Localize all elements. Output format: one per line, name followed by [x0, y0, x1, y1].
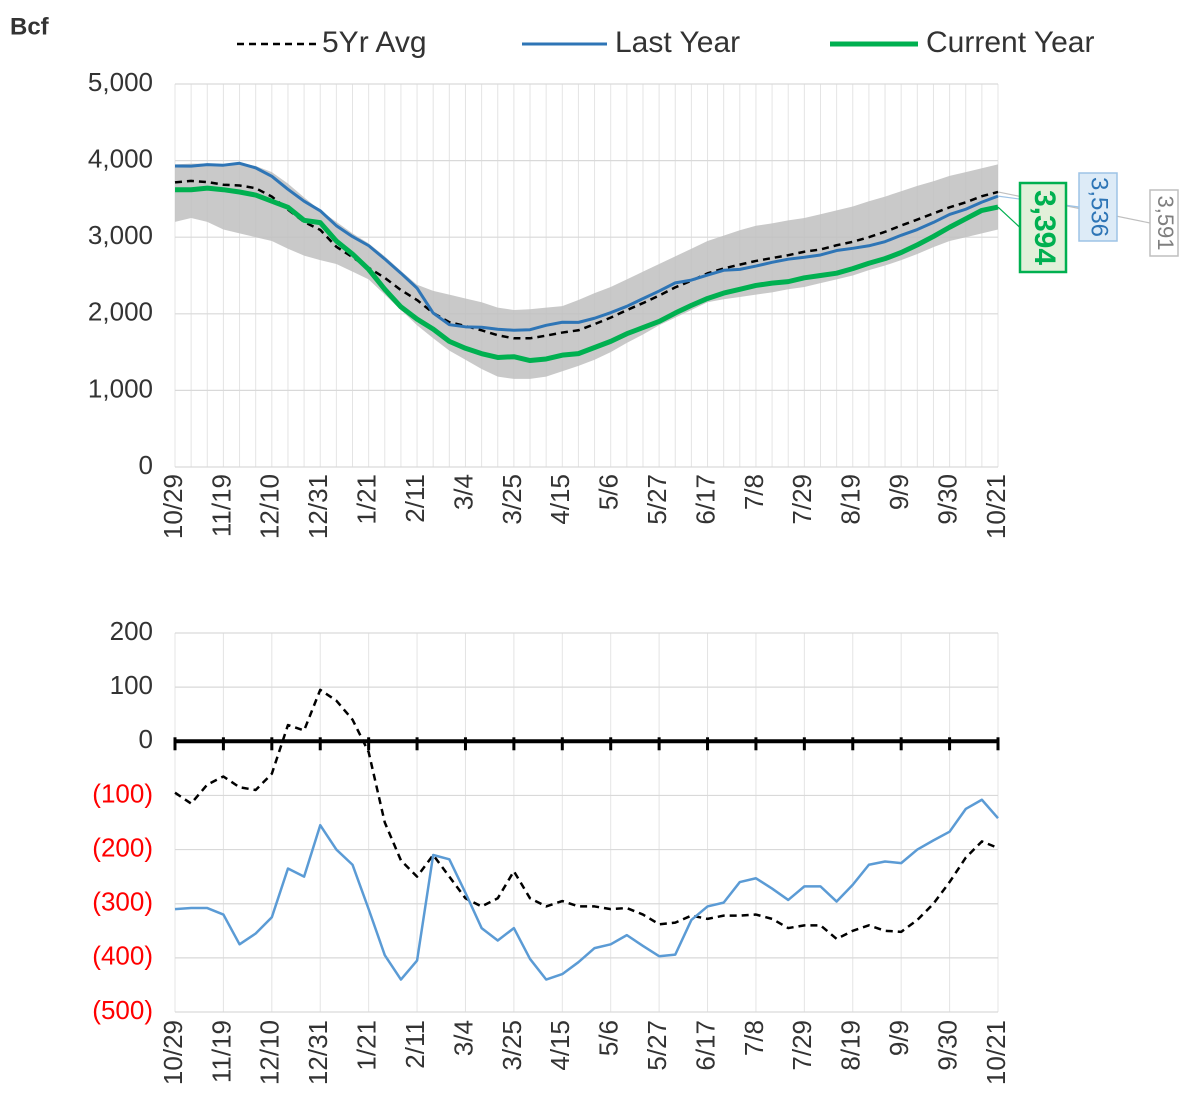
y-tick-label: 200 — [110, 616, 153, 646]
y-tick-label: 1,000 — [88, 373, 153, 403]
x-tick-label: 12/31 — [303, 474, 333, 539]
x-tick-label: 4/15 — [545, 474, 575, 525]
y-tick-label: 100 — [110, 670, 153, 700]
y-tick-label: 4,000 — [88, 143, 153, 173]
x-tick-label: 3/4 — [448, 1020, 478, 1056]
x-tick-label: 11/19 — [206, 474, 236, 537]
x-tick-label: 8/19 — [836, 474, 866, 525]
x-tick-label: 12/31 — [303, 1020, 333, 1085]
x-tick-label: 11/19 — [206, 1020, 236, 1083]
x-tick-label: 10/29 — [158, 1020, 188, 1085]
x-tick-label: 1/21 — [352, 1020, 382, 1071]
y-tick-label: (500) — [92, 995, 153, 1025]
x-tick-label: 9/30 — [932, 1020, 962, 1071]
x-tick-label: 4/15 — [545, 1020, 575, 1071]
legend-label: Last Year — [615, 26, 740, 59]
y-tick-label: (300) — [92, 887, 153, 917]
data-label: 3,394 — [1028, 190, 1061, 265]
series-line — [174, 179, 999, 340]
x-tick-label: 12/10 — [255, 474, 285, 539]
y-tick-label: 2,000 — [88, 297, 153, 327]
x-tick-label: 3/25 — [497, 474, 527, 525]
y-axis-label: Bcf — [10, 13, 50, 40]
series-line — [174, 688, 999, 941]
x-tick-label: 5/6 — [594, 1020, 624, 1056]
legend-label: Current Year — [926, 26, 1094, 59]
series-line — [174, 798, 999, 981]
x-tick-label: 9/9 — [884, 474, 914, 510]
x-tick-label: 2/11 — [400, 1020, 430, 1069]
x-tick-label: 3/25 — [497, 1020, 527, 1071]
range-band — [175, 162, 998, 379]
x-tick-label: 9/30 — [932, 474, 962, 525]
x-tick-label: 5/27 — [642, 1020, 672, 1071]
y-tick-label: (200) — [92, 832, 153, 862]
x-tick-label: 7/29 — [787, 1020, 817, 1071]
data-label: 3,536 — [1086, 177, 1113, 237]
series-line — [175, 185, 999, 364]
legend-label: 5Yr Avg — [322, 26, 427, 59]
x-tick-label: 7/8 — [739, 1020, 769, 1056]
x-tick-label: 12/10 — [255, 1020, 285, 1085]
label-leader — [997, 206, 1021, 228]
x-tick-label: 10/21 — [981, 1020, 1011, 1085]
y-tick-label: 5,000 — [88, 67, 153, 97]
label-box — [1078, 172, 1118, 242]
x-tick-label: 5/27 — [642, 474, 672, 525]
label-box — [1149, 189, 1179, 257]
x-tick-label: 9/9 — [884, 1020, 914, 1056]
y-tick-label: 0 — [139, 450, 153, 480]
series-line — [174, 161, 999, 332]
x-tick-label: 6/17 — [690, 1020, 720, 1071]
x-tick-label: 7/8 — [739, 474, 769, 510]
x-tick-label: 7/29 — [787, 474, 817, 525]
x-tick-label: 8/19 — [836, 1020, 866, 1071]
y-tick-label: (400) — [92, 941, 153, 971]
x-tick-label: 10/21 — [981, 474, 1011, 539]
y-tick-label: 3,000 — [88, 220, 153, 250]
x-tick-label: 5/6 — [594, 474, 624, 510]
x-tick-label: 1/21 — [352, 474, 382, 525]
x-tick-label: 2/11 — [400, 474, 430, 523]
y-tick-label: (100) — [92, 778, 153, 808]
x-tick-label: 10/29 — [158, 474, 188, 539]
label-box — [1018, 181, 1068, 274]
x-tick-label: 6/17 — [690, 474, 720, 525]
y-tick-label: 0 — [139, 724, 153, 754]
x-tick-label: 3/4 — [448, 474, 478, 510]
data-label: 3,591 — [1153, 195, 1178, 250]
